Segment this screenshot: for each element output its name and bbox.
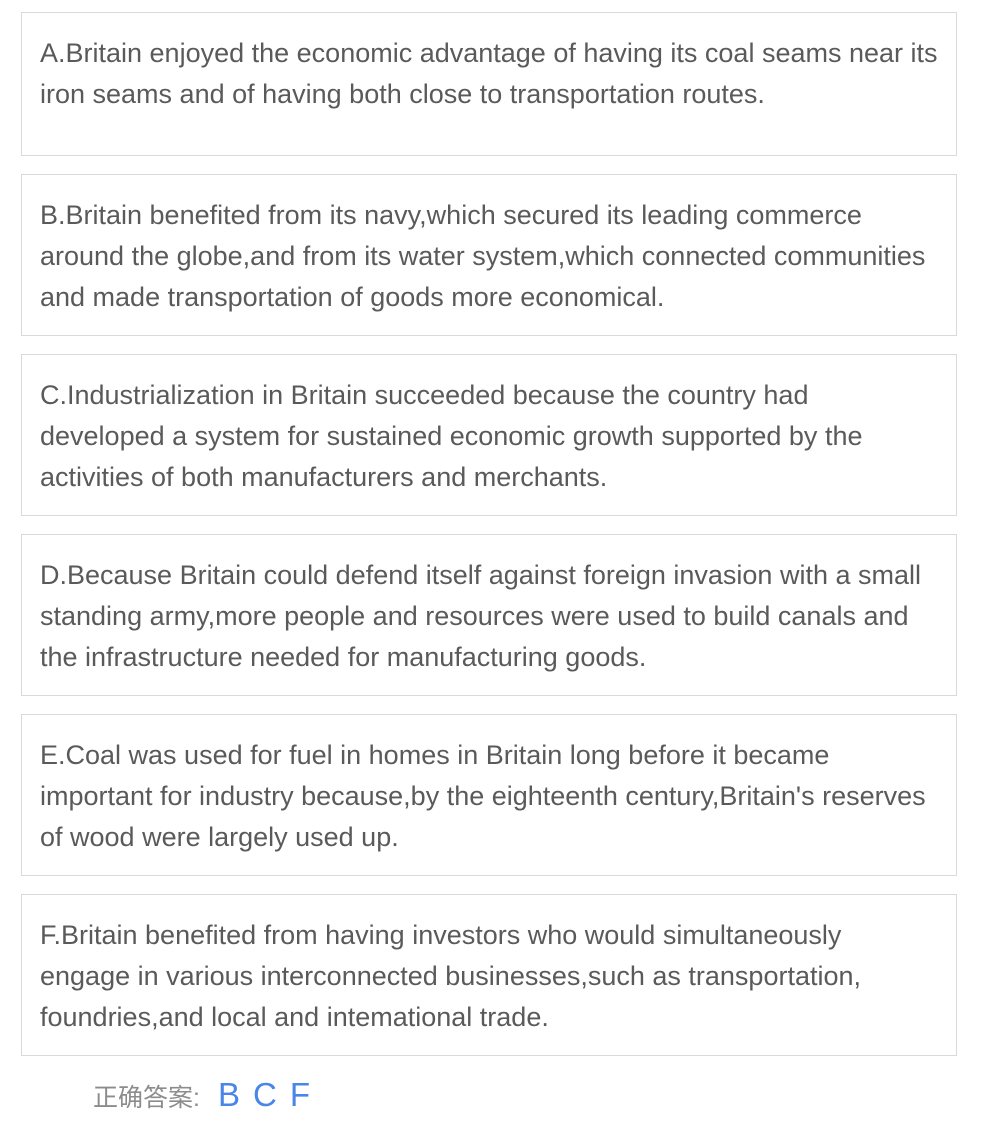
correct-answer-values: B C F [218, 1075, 323, 1115]
option-a-text: A.Britain enjoyed the economic advantage… [40, 38, 938, 109]
option-f-text: F.Britain benefited from having investor… [40, 920, 862, 1032]
option-b-text: B.Britain benefited from its navy,which … [40, 200, 926, 312]
correct-answer-label: 正确答案: [93, 1084, 200, 1112]
option-d-text: D.Because Britain could defend itself ag… [40, 560, 921, 672]
option-e-text: E.Coal was used for fuel in homes in Bri… [40, 740, 926, 852]
option-d[interactable]: D.Because Britain could defend itself ag… [21, 534, 957, 696]
option-f[interactable]: F.Britain benefited from having investor… [21, 894, 957, 1056]
option-c[interactable]: C.Industrialization in Britain succeeded… [21, 354, 957, 516]
option-e[interactable]: E.Coal was used for fuel in homes in Bri… [21, 714, 957, 876]
option-c-text: C.Industrialization in Britain succeeded… [40, 380, 863, 492]
correct-answer: 正确答案: B C F [93, 1075, 323, 1115]
options-list: A.Britain enjoyed the economic advantage… [21, 12, 957, 1074]
answer-value-b: B [217, 1076, 240, 1113]
option-b[interactable]: B.Britain benefited from its navy,which … [21, 174, 957, 336]
option-a[interactable]: A.Britain enjoyed the economic advantage… [21, 12, 957, 156]
answer-value-f: F [289, 1076, 310, 1113]
answer-value-c: C [252, 1076, 277, 1113]
